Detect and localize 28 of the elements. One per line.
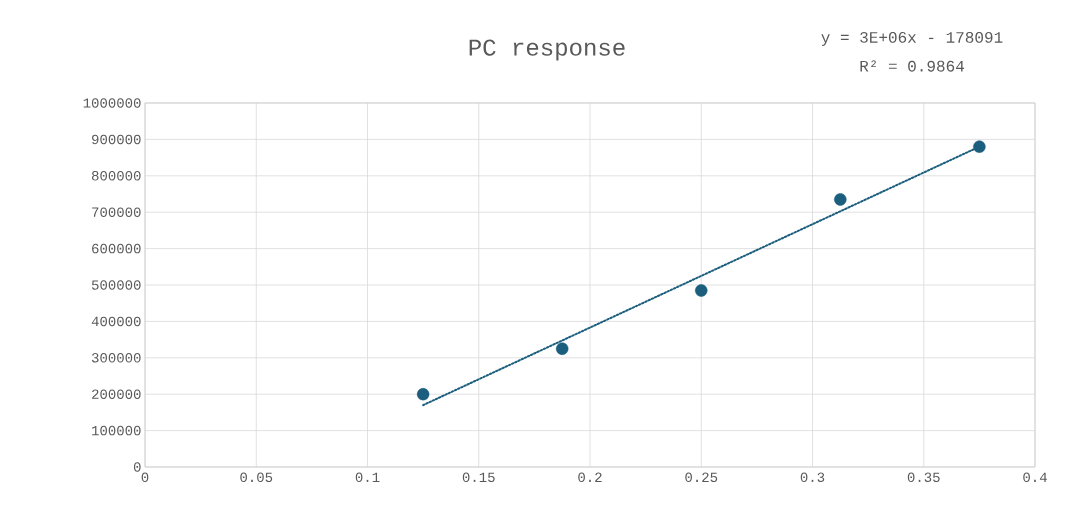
chart-title: PC response — [469, 39, 625, 61]
x-tick-label: 0.3 — [800, 472, 825, 483]
x-tick-label: 0.05 — [240, 472, 273, 483]
x-tick-label: 0.35 — [907, 472, 940, 483]
y-tick-label: 400000 — [91, 316, 141, 327]
point — [695, 284, 708, 297]
point — [834, 193, 847, 206]
x-tick-label: 0.15 — [462, 472, 495, 483]
text: y = 3E+06x - 178091 — [821, 31, 1003, 47]
x-tick-label: 0.25 — [685, 472, 718, 483]
y-tick-label: 200000 — [92, 389, 141, 399]
text: R² = 0.9864 — [860, 60, 964, 72]
y-tick-label: 700000 — [92, 207, 141, 217]
y-tick-label: 800000 — [91, 171, 141, 181]
x-tick-label: 0 — [141, 472, 149, 483]
y-tick-label: 100000 — [92, 425, 141, 436]
point — [973, 140, 986, 153]
point — [555, 342, 569, 355]
x-tick-label: 0.1 — [355, 472, 380, 483]
point — [416, 388, 430, 401]
y-tick-label: 500000 — [91, 280, 141, 290]
x-tick-label: 0.4 — [1023, 472, 1047, 483]
y-tick-label: 1000000 — [83, 98, 141, 108]
y-tick-label: 0 — [133, 462, 141, 472]
y-tick-label: 600000 — [92, 243, 141, 254]
y-tick-label: 900000 — [92, 134, 141, 145]
y-tick-label: 300000 — [91, 353, 141, 363]
x-tick-label: 0.2 — [578, 472, 602, 483]
